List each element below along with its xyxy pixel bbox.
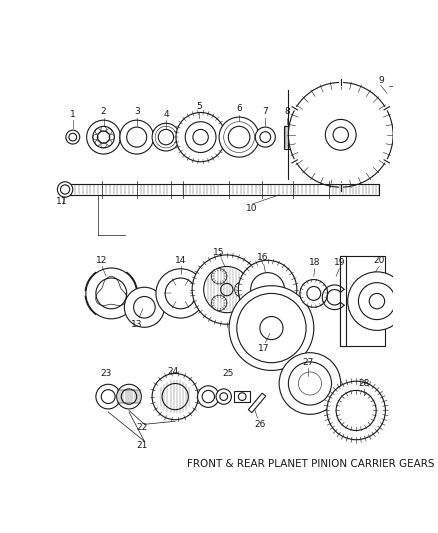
Text: 19: 19 bbox=[333, 258, 345, 267]
Circle shape bbox=[212, 295, 227, 311]
Circle shape bbox=[120, 120, 154, 154]
Circle shape bbox=[101, 390, 115, 403]
Text: 11: 11 bbox=[56, 197, 68, 206]
Circle shape bbox=[327, 381, 385, 440]
Circle shape bbox=[234, 282, 250, 297]
Circle shape bbox=[198, 386, 219, 407]
Text: 15: 15 bbox=[213, 248, 225, 257]
Circle shape bbox=[260, 317, 283, 340]
Text: 17: 17 bbox=[258, 344, 269, 353]
Text: 4: 4 bbox=[163, 109, 169, 118]
Text: 3: 3 bbox=[134, 107, 140, 116]
Text: 18: 18 bbox=[309, 258, 320, 267]
Circle shape bbox=[176, 112, 225, 161]
Bar bbox=[304, 130, 307, 145]
Circle shape bbox=[336, 391, 376, 431]
Circle shape bbox=[220, 393, 228, 400]
Text: FRONT & REAR PLANET PINION CARRIER GEARS: FRONT & REAR PLANET PINION CARRIER GEARS bbox=[187, 459, 434, 470]
Circle shape bbox=[97, 131, 110, 143]
Circle shape bbox=[162, 384, 188, 410]
Circle shape bbox=[60, 185, 70, 194]
Circle shape bbox=[260, 132, 271, 142]
Circle shape bbox=[202, 391, 215, 403]
Circle shape bbox=[219, 117, 259, 157]
Text: 24: 24 bbox=[167, 367, 179, 376]
Text: 14: 14 bbox=[175, 256, 186, 265]
Text: 5: 5 bbox=[196, 102, 202, 111]
Circle shape bbox=[221, 284, 233, 296]
Text: 6: 6 bbox=[236, 104, 242, 113]
Circle shape bbox=[124, 287, 164, 327]
Circle shape bbox=[156, 269, 205, 318]
Circle shape bbox=[212, 269, 227, 284]
Circle shape bbox=[229, 286, 314, 370]
Circle shape bbox=[86, 268, 137, 319]
Text: 7: 7 bbox=[262, 107, 268, 116]
Text: 9: 9 bbox=[378, 76, 384, 85]
Circle shape bbox=[307, 287, 321, 301]
Text: 13: 13 bbox=[131, 320, 142, 329]
Bar bbox=[284, 126, 305, 149]
Circle shape bbox=[333, 127, 349, 142]
Text: 25: 25 bbox=[223, 369, 234, 378]
Circle shape bbox=[204, 266, 250, 313]
Circle shape bbox=[158, 130, 173, 145]
Text: 8: 8 bbox=[284, 107, 290, 116]
Circle shape bbox=[121, 389, 137, 405]
Circle shape bbox=[96, 278, 127, 309]
Circle shape bbox=[238, 260, 297, 319]
Circle shape bbox=[288, 362, 332, 405]
Text: 20: 20 bbox=[374, 256, 385, 265]
Circle shape bbox=[127, 127, 147, 147]
Circle shape bbox=[348, 272, 406, 330]
Text: 26: 26 bbox=[254, 420, 265, 429]
Text: 22: 22 bbox=[137, 423, 148, 432]
Circle shape bbox=[251, 273, 285, 306]
Circle shape bbox=[369, 294, 385, 309]
Text: 16: 16 bbox=[257, 254, 268, 262]
Circle shape bbox=[185, 122, 216, 152]
Circle shape bbox=[193, 130, 208, 145]
Circle shape bbox=[87, 120, 120, 154]
Bar bbox=[340, 256, 385, 346]
Circle shape bbox=[325, 119, 356, 150]
Text: 27: 27 bbox=[303, 358, 314, 367]
Circle shape bbox=[228, 126, 250, 148]
Circle shape bbox=[134, 296, 155, 318]
Circle shape bbox=[238, 393, 246, 400]
Circle shape bbox=[93, 126, 114, 148]
Text: 10: 10 bbox=[247, 204, 258, 213]
Text: 23: 23 bbox=[100, 369, 112, 378]
Circle shape bbox=[165, 278, 196, 309]
Bar bbox=[340, 256, 346, 346]
Circle shape bbox=[216, 389, 231, 405]
Circle shape bbox=[358, 282, 396, 320]
Circle shape bbox=[57, 182, 73, 197]
Circle shape bbox=[288, 83, 393, 187]
Circle shape bbox=[152, 374, 198, 419]
Circle shape bbox=[117, 384, 141, 409]
Text: 2: 2 bbox=[101, 107, 106, 116]
Circle shape bbox=[96, 384, 120, 409]
Bar bbox=[248, 393, 266, 413]
Circle shape bbox=[255, 127, 276, 147]
Text: 12: 12 bbox=[96, 256, 108, 265]
Circle shape bbox=[237, 294, 306, 363]
Circle shape bbox=[300, 280, 328, 308]
Bar bbox=[234, 391, 250, 402]
Text: 21: 21 bbox=[136, 441, 148, 450]
Text: 28: 28 bbox=[358, 379, 370, 388]
Circle shape bbox=[192, 255, 261, 324]
Circle shape bbox=[152, 123, 180, 151]
Circle shape bbox=[279, 353, 341, 414]
Text: 1: 1 bbox=[70, 109, 76, 118]
